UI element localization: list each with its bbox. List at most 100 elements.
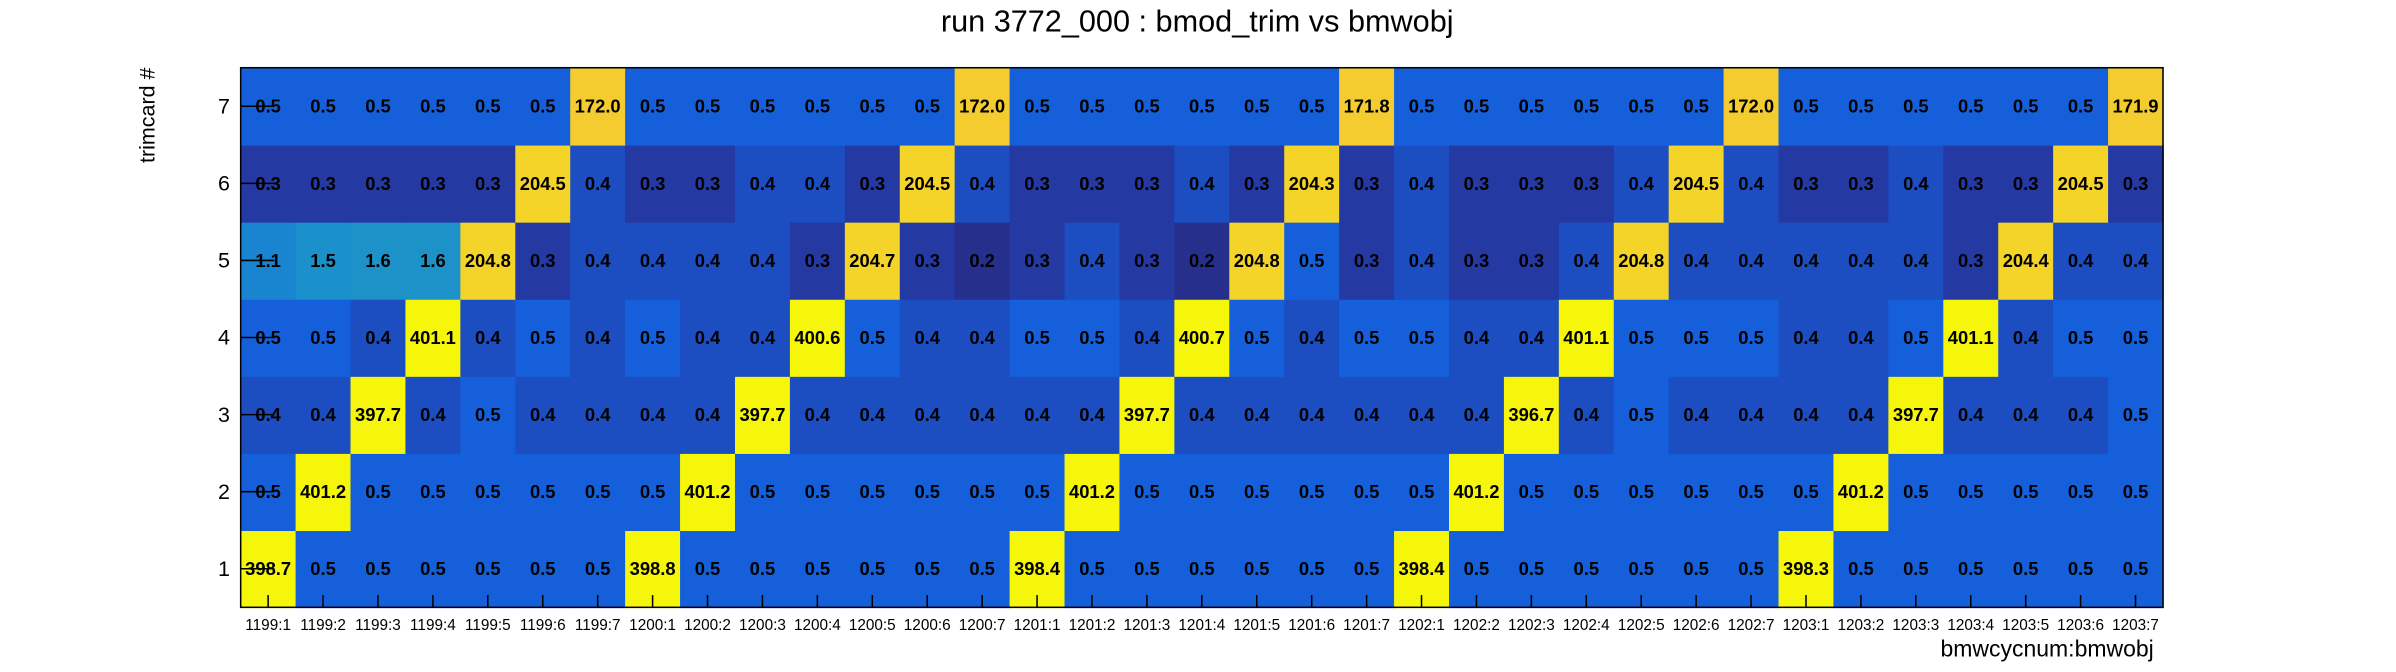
heatmap-cell <box>1284 376 1340 454</box>
cell-label: 0.3 <box>695 173 721 194</box>
cell-label: 0.4 <box>585 327 611 348</box>
heatmap-cell <box>1668 221 1725 300</box>
cell-label: 0.5 <box>2123 404 2149 425</box>
heatmap-cell <box>1119 144 1176 223</box>
heatmap-cell <box>1229 221 1285 300</box>
heatmap-cell <box>1394 376 1450 454</box>
cell-label: 0.5 <box>1134 96 1160 117</box>
heatmap-cell <box>1998 453 2054 532</box>
heatmap-cell <box>625 298 681 377</box>
cell-label: 0.5 <box>860 327 886 348</box>
cell-label: 0.5 <box>1244 96 1270 117</box>
heatmap-cell <box>2053 453 2109 532</box>
heatmap-cell <box>405 376 462 454</box>
heatmap-cell <box>405 298 462 377</box>
heatmap-cell <box>1558 221 1615 300</box>
x-tick-label: 1202:5 <box>1618 617 1665 634</box>
heatmap-cell <box>1558 67 1615 146</box>
y-tick-label: 6 <box>218 172 230 196</box>
heatmap-cell <box>1943 376 1999 454</box>
cell-label: 0.5 <box>1738 558 1764 579</box>
heatmap-cell <box>734 221 791 300</box>
cell-label: 0.4 <box>1519 327 1545 348</box>
heatmap-cell <box>1174 298 1231 377</box>
cell-label: 0.5 <box>365 481 391 502</box>
cell-label: 0.3 <box>1519 250 1545 271</box>
x-tick-label: 1199:7 <box>575 617 621 634</box>
cell-label: 0.5 <box>1903 481 1929 502</box>
heatmap-cell <box>625 221 681 300</box>
heatmap-cell <box>1284 144 1340 223</box>
cell-label: 0.5 <box>1299 558 1325 579</box>
heatmap-cell <box>1943 67 1999 146</box>
heatmap-cell <box>515 298 571 377</box>
x-tick-label: 1202:6 <box>1673 617 1720 634</box>
cell-label: 0.5 <box>1683 327 1709 348</box>
cell-label: 0.4 <box>1793 327 1819 348</box>
heatmap-cell <box>570 67 626 146</box>
cell-label: 0.3 <box>1354 173 1380 194</box>
heatmap-cell <box>1998 67 2054 146</box>
x-tick-label: 1202:2 <box>1453 617 1500 634</box>
heatmap-cell <box>789 376 846 454</box>
cell-label: 1.6 <box>420 250 446 271</box>
cell-label: 0.4 <box>1574 250 1600 271</box>
x-tick-label: 1201:6 <box>1288 617 1335 634</box>
y-tick-label: 3 <box>218 403 230 427</box>
cell-label: 0.4 <box>1299 327 1325 348</box>
cell-label: 0.3 <box>530 250 556 271</box>
x-tick-label: 1203:5 <box>2002 617 2049 634</box>
cell-label: 0.5 <box>2123 558 2149 579</box>
cell-label: 0.3 <box>1958 250 1984 271</box>
cell-label: 0.5 <box>1464 558 1490 579</box>
heatmap-cell <box>1778 298 1835 377</box>
heatmap-cell <box>1448 453 1505 532</box>
cell-label: 0.4 <box>1574 404 1600 425</box>
heatmap-cell <box>1723 221 1780 300</box>
heatmap-cell <box>1613 144 1670 223</box>
cell-label: 0.4 <box>1134 327 1160 348</box>
cell-label: 0.5 <box>1848 558 1874 579</box>
cell-label: 0.5 <box>2013 96 2039 117</box>
cell-label: 0.5 <box>1409 327 1435 348</box>
heatmap-cell <box>789 144 846 223</box>
cell-label: 0.5 <box>1079 96 1105 117</box>
heatmap-cell <box>2053 298 2109 377</box>
cell-label: 0.4 <box>860 404 886 425</box>
cell-label: 397.7 <box>1124 404 1170 425</box>
heatmap-cell <box>1339 376 1395 454</box>
heatmap-cell <box>1943 144 1999 223</box>
cell-label: 0.5 <box>475 96 501 117</box>
chart-title: run 3772_000 : bmod_trim vs bmwobj <box>941 4 1454 38</box>
cell-label: 0.3 <box>860 173 886 194</box>
x-tick-label: 1200:6 <box>904 617 951 634</box>
heatmap-cell <box>405 453 462 532</box>
cell-label: 0.3 <box>2013 173 2039 194</box>
heatmap-cell <box>350 453 407 532</box>
cell-label: 0.5 <box>530 481 556 502</box>
cell-label: 0.5 <box>640 96 666 117</box>
cell-label: 0.5 <box>310 96 336 117</box>
cell-label: 0.5 <box>1519 558 1545 579</box>
cell-label: 0.4 <box>640 250 666 271</box>
heatmap-cell <box>844 453 901 532</box>
cell-label: 0.5 <box>1519 96 1545 117</box>
heatmap-cell <box>899 376 956 454</box>
cell-label: 0.5 <box>2123 481 2149 502</box>
heatmap-cell <box>1998 144 2054 223</box>
cell-label: 0.5 <box>1958 96 1984 117</box>
cell-label: 401.1 <box>1948 327 1994 348</box>
cell-label: 0.3 <box>1024 173 1050 194</box>
cell-label: 0.4 <box>1848 250 1874 271</box>
heatmap-cell <box>1064 298 1121 377</box>
cell-label: 0.3 <box>1519 173 1545 194</box>
cell-label: 0.5 <box>365 96 391 117</box>
cell-label: 0.4 <box>1189 404 1215 425</box>
heatmap-cell <box>1339 144 1395 223</box>
heatmap-cell <box>789 67 846 146</box>
heatmap-cell <box>2053 67 2109 146</box>
cell-label: 0.5 <box>585 558 611 579</box>
cell-label: 0.5 <box>750 96 776 117</box>
cell-label: 401.2 <box>1069 481 1115 502</box>
heatmap-cell <box>1064 221 1121 300</box>
